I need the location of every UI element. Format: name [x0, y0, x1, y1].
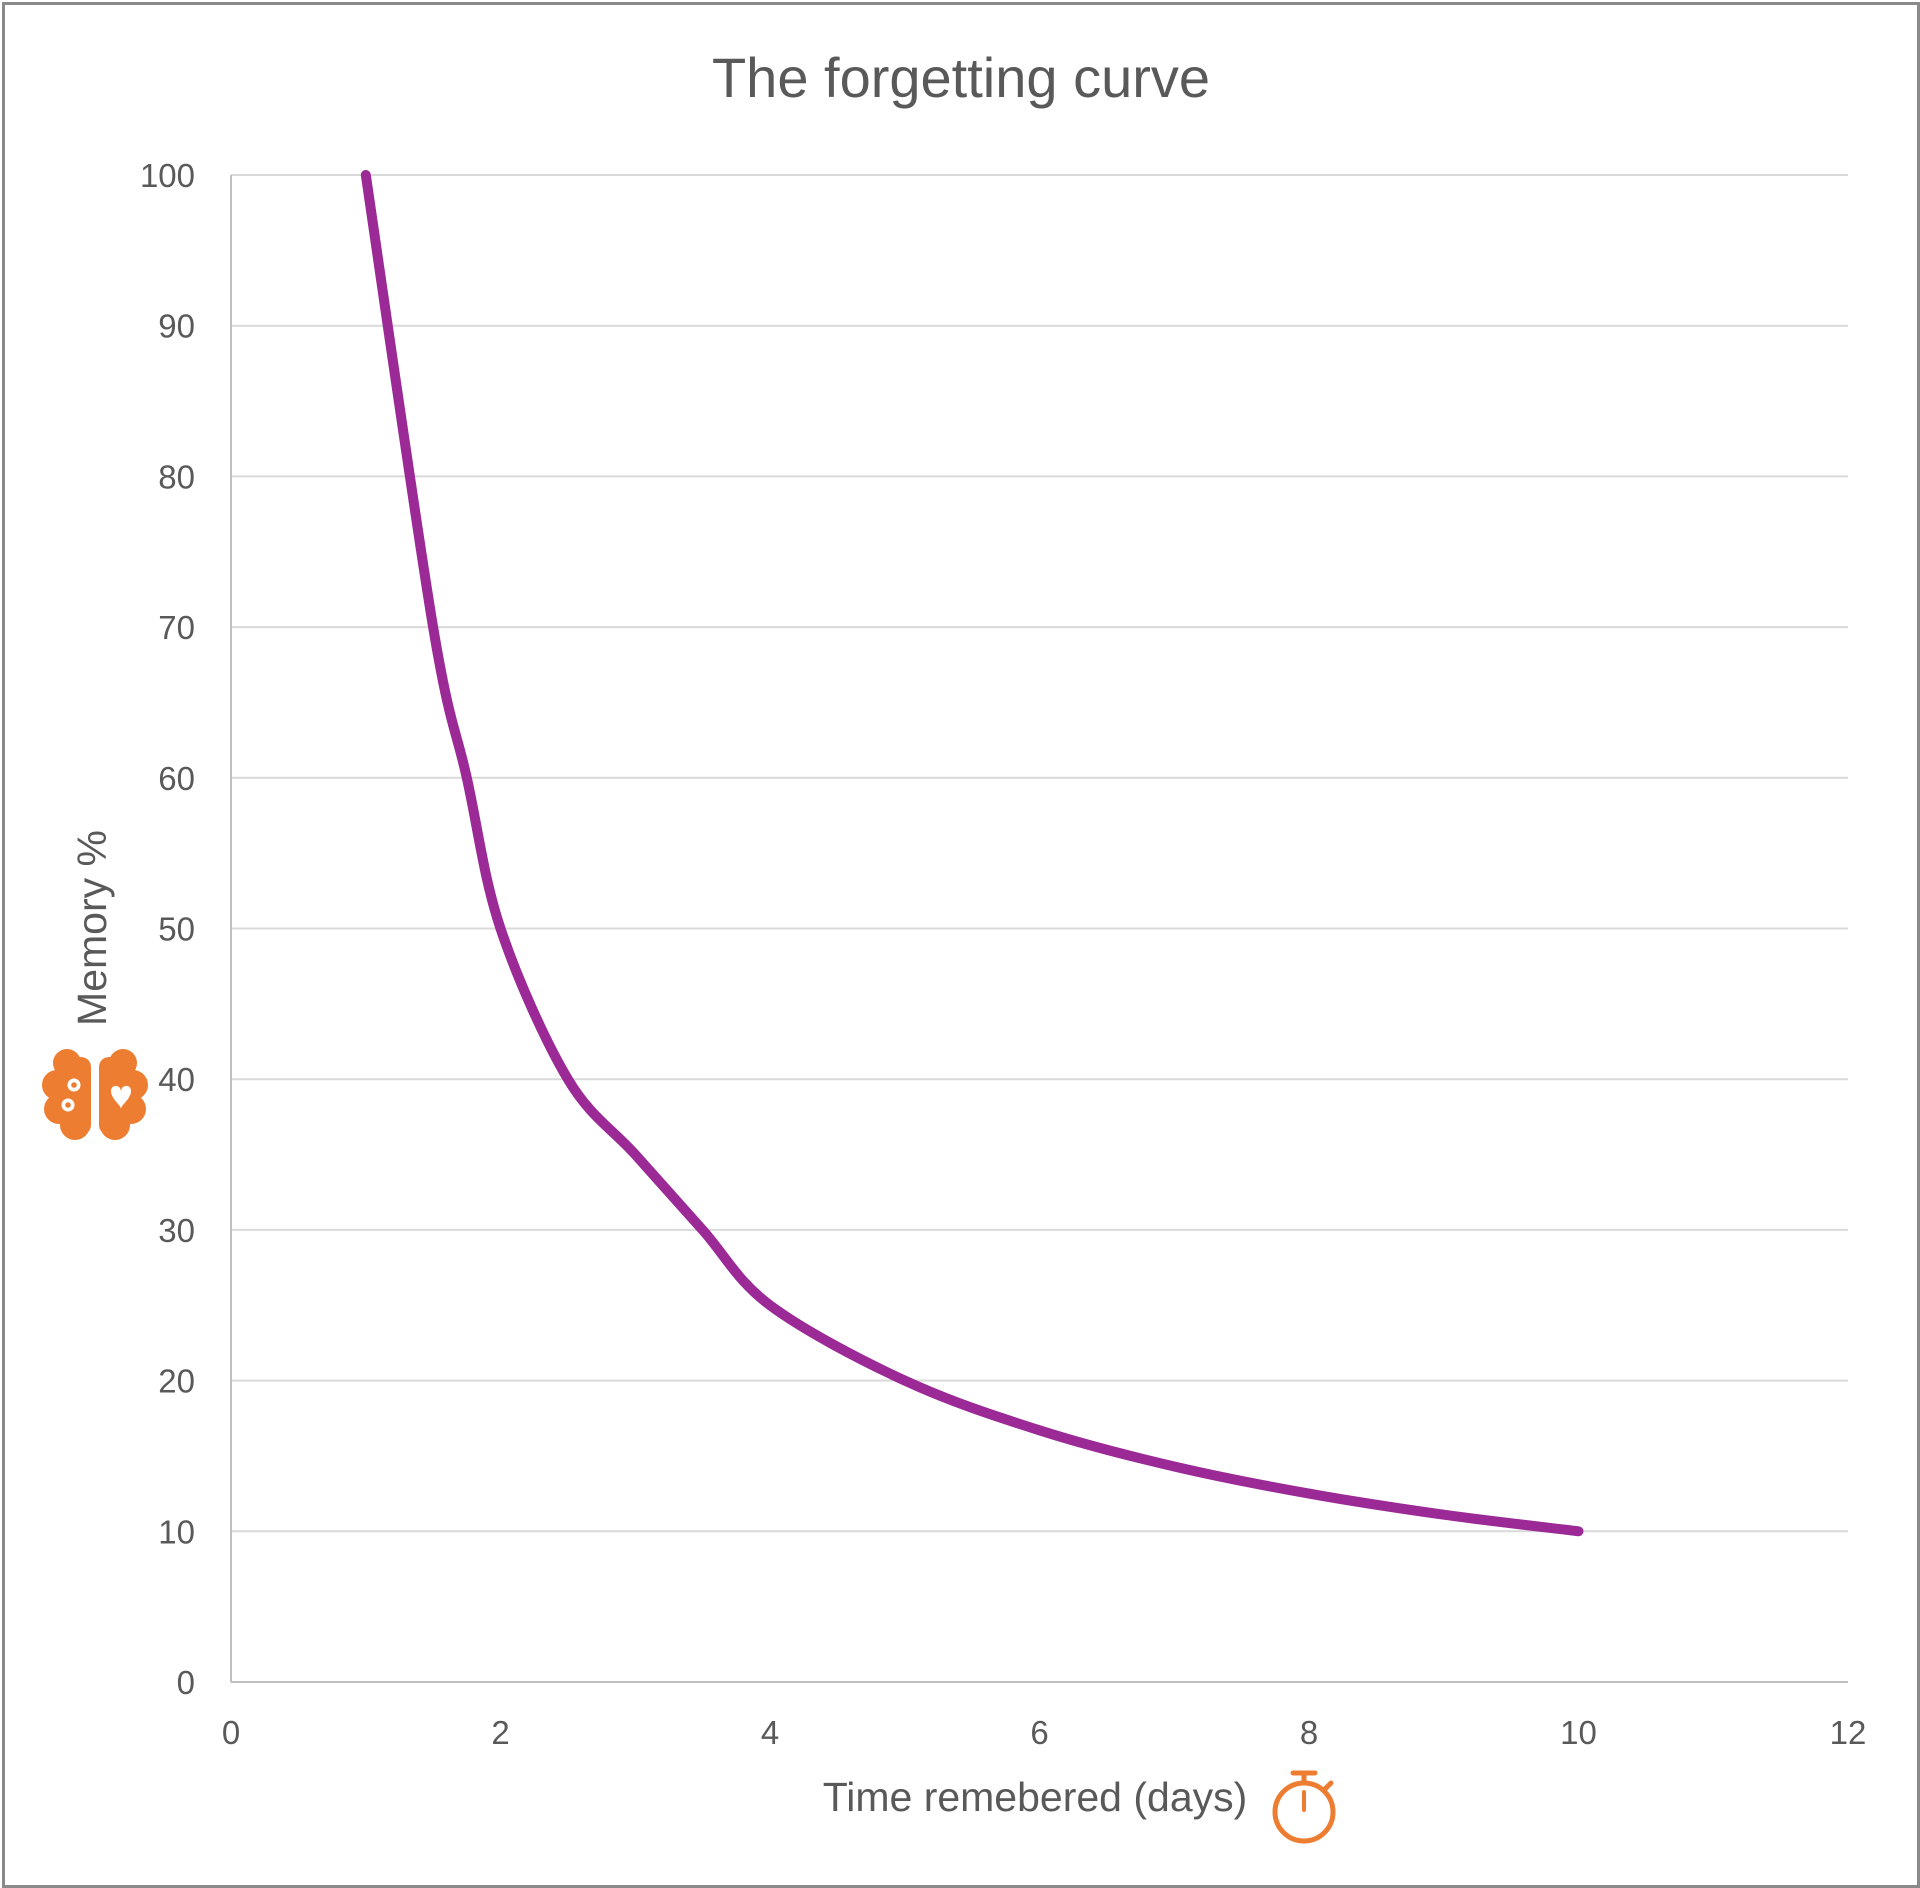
y-axis-title: Memory %: [69, 830, 115, 1026]
y-tick-label: 0: [177, 1664, 195, 1701]
y-tick-label: 10: [158, 1513, 195, 1550]
x-tick-label: 0: [222, 1714, 240, 1751]
axes: [230, 175, 1848, 1683]
series-layer: [360, 170, 1584, 1537]
stopwatch-icon: [1272, 1770, 1336, 1844]
chart-title: The forgetting curve: [712, 46, 1210, 109]
y-tick-labels: 0 10 20 30 40 50 60 70 80 90 100: [140, 157, 195, 1701]
y-tick-label: 20: [158, 1363, 195, 1400]
x-tick-label: 2: [491, 1714, 509, 1751]
y-tick-label: 30: [158, 1212, 195, 1249]
x-tick-label: 8: [1300, 1714, 1318, 1751]
y-tick-label: 40: [158, 1061, 195, 1098]
x-tick-labels: 0 2 4 6 8 10 12: [222, 1714, 1867, 1751]
x-axis-title: Time remebered (days): [823, 1774, 1248, 1820]
x-tick-label: 6: [1030, 1714, 1048, 1751]
x-tick-label: 10: [1560, 1714, 1597, 1751]
y-tick-label: 100: [140, 157, 195, 194]
chart-svg: 0 10 20 30 40 50 60 70 80 90 100 0 2 4 6 8 10 12 The for…: [42, 46, 1867, 1844]
x-tick-label: 12: [1830, 1714, 1867, 1751]
brain-icon: [42, 1049, 148, 1140]
y-tick-label: 60: [158, 760, 195, 797]
gridlines: [231, 174, 1848, 1533]
x-tick-label: 4: [761, 1714, 779, 1751]
y-tick-label: 80: [158, 458, 195, 495]
series-line: [360, 170, 1584, 1537]
y-tick-label: 90: [158, 308, 195, 345]
y-tick-label: 50: [158, 911, 195, 948]
y-tick-label: 70: [158, 609, 195, 646]
